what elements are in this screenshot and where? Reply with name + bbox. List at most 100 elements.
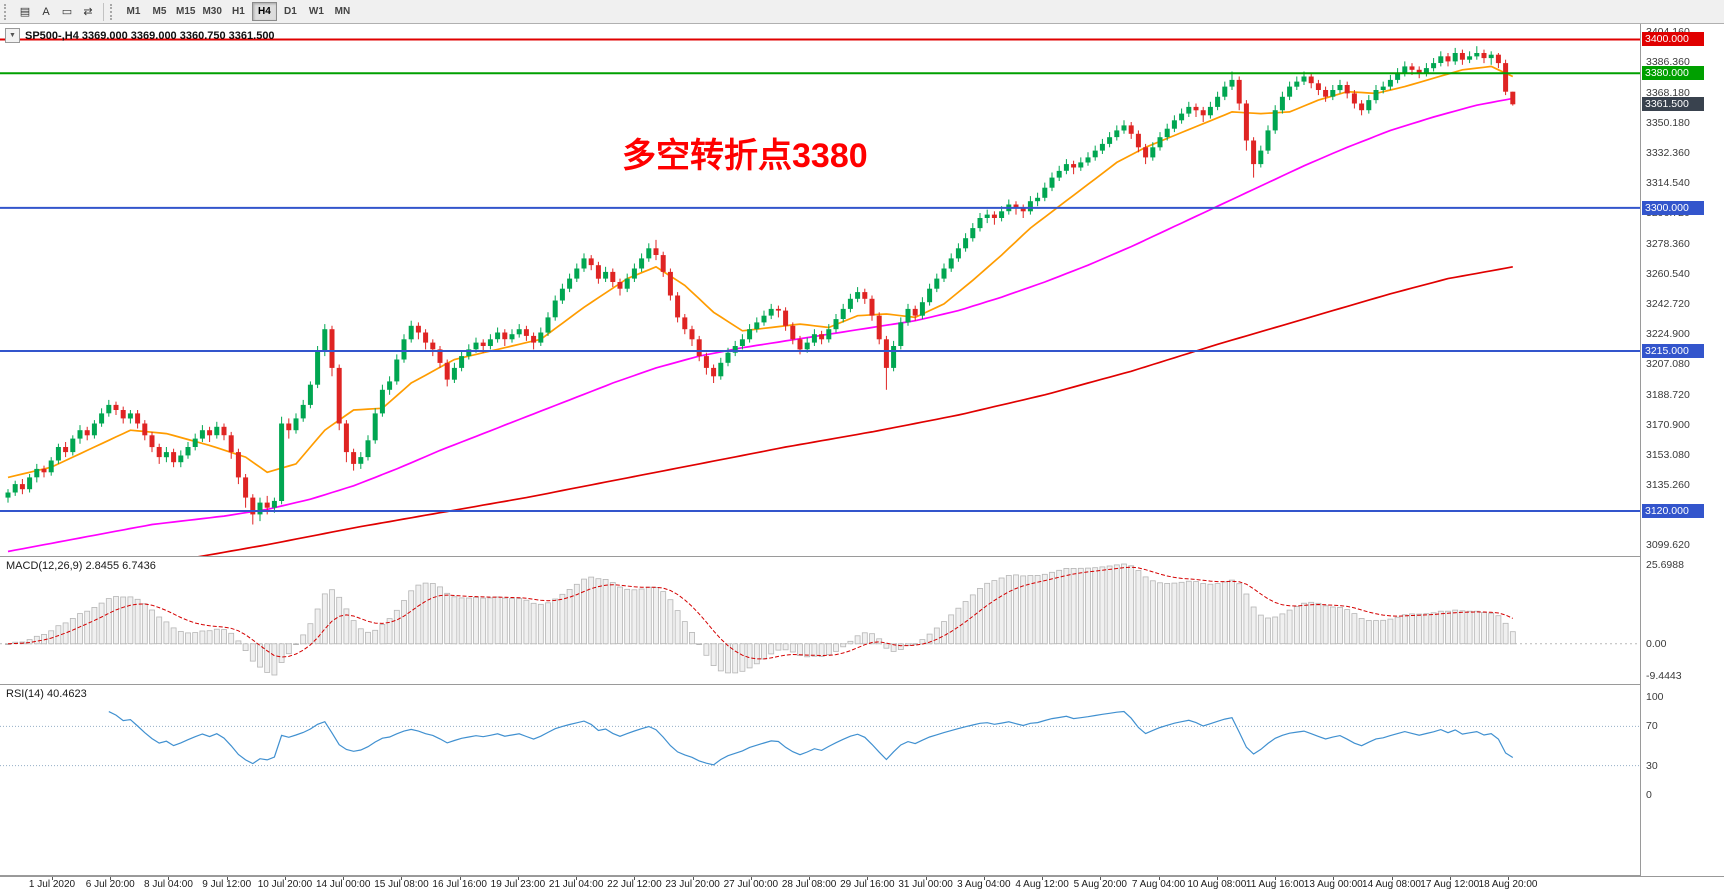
- candle-body: [135, 413, 141, 424]
- macd-histogram-bar: [415, 584, 422, 645]
- candle-body: [1258, 150, 1264, 165]
- macd-histogram-bar: [98, 602, 105, 645]
- candle-body: [286, 423, 292, 431]
- chevron-down-icon[interactable]: ▼: [5, 28, 20, 43]
- time-axis-tick: [1333, 877, 1335, 880]
- macd-histogram-bar: [1329, 606, 1336, 645]
- candle-body: [257, 502, 263, 515]
- timeframe-toolbar-drag-handle[interactable]: [110, 3, 116, 20]
- macd-histogram-bar: [401, 600, 407, 645]
- candle-body: [531, 335, 537, 343]
- rsi-panel-canvas[interactable]: [0, 685, 1724, 875]
- candle-body: [725, 352, 731, 363]
- macd-histogram-bar: [1142, 576, 1149, 645]
- candle-body: [1107, 137, 1113, 144]
- price-axis-label: 3386.360: [1646, 56, 1690, 69]
- timeframe-button-m5[interactable]: M5: [152, 6, 167, 17]
- toolbar-drag-handle[interactable]: [4, 3, 10, 20]
- candle-body: [1402, 66, 1408, 74]
- candle-body: [689, 329, 695, 340]
- text-tool-icon[interactable]: A: [42, 5, 50, 18]
- candle-body: [1085, 157, 1091, 163]
- candle-body: [120, 410, 126, 419]
- macd-histogram-bar: [523, 599, 530, 645]
- chart-annotation-text[interactable]: 多空转折点3380: [622, 137, 868, 175]
- candle-body: [192, 438, 198, 447]
- macd-histogram-bar: [192, 632, 199, 645]
- price-chart-canvas[interactable]: [0, 24, 1724, 556]
- candle-body: [1337, 85, 1343, 91]
- macd-histogram-bar: [624, 588, 631, 645]
- price-axis-label: 3350.180: [1646, 117, 1690, 130]
- price-level-badge: 3380.000: [1642, 66, 1704, 81]
- rsi-axis-label: 70: [1646, 720, 1658, 733]
- macd-histogram-bar: [933, 627, 940, 645]
- candle-body: [322, 329, 328, 352]
- macd-histogram-bar: [501, 597, 508, 645]
- panel-separator-main-macd[interactable]: [0, 556, 1724, 557]
- candle-body: [516, 329, 522, 335]
- time-axis[interactable]: 1 Jul 2020 6 Jul 20:00 8 Jul 04:00 9 Jul 12…: [0, 876, 1724, 892]
- macd-histogram-bar: [1200, 583, 1207, 645]
- price-axis-label: 3170.900: [1646, 419, 1690, 432]
- macd-histogram-bar: [379, 624, 386, 645]
- candle-body: [1445, 56, 1451, 62]
- time-axis-label: 4 Aug 12:00: [1015, 879, 1069, 890]
- macd-histogram-bar: [1308, 601, 1315, 645]
- macd-histogram-bar: [221, 629, 227, 645]
- macd-histogram-bar: [1430, 612, 1437, 645]
- candle-body: [228, 435, 234, 453]
- candle-body: [185, 447, 191, 456]
- time-axis-tick: [168, 877, 170, 880]
- candle-body: [372, 413, 378, 441]
- candle-body: [1020, 207, 1026, 212]
- macd-panel-canvas[interactable]: [0, 557, 1724, 684]
- panel-separator-macd-rsi[interactable]: [0, 684, 1724, 685]
- price-axis[interactable]: 3404.1603386.3603368.1803350.1803332.360…: [1641, 24, 1724, 876]
- macd-histogram-bar: [725, 643, 731, 674]
- candle-body: [91, 423, 97, 436]
- charts-list-icon[interactable]: ▤: [19, 6, 31, 18]
- macd-histogram-bar: [1409, 613, 1415, 645]
- candle-body: [487, 339, 493, 346]
- time-axis-tick: [343, 877, 345, 880]
- time-axis-label: 28 Jul 08:00: [781, 879, 837, 890]
- timeframe-button-d1[interactable]: D1: [284, 6, 297, 17]
- timeframe-button-h1[interactable]: H1: [232, 6, 245, 17]
- time-axis-label: 22 Jul 12:00: [607, 879, 662, 890]
- macd-histogram-bar: [365, 631, 371, 645]
- timeframe-button-mn[interactable]: MN: [334, 6, 351, 17]
- macd-histogram-bar: [465, 597, 472, 645]
- rsi-line: [108, 710, 1514, 766]
- time-axis-label: 18 Aug 20:00: [1478, 879, 1538, 890]
- shape-tool-icon[interactable]: ▭: [61, 6, 73, 18]
- timeframe-button-m1[interactable]: M1: [126, 6, 141, 17]
- macd-histogram-bar: [408, 590, 415, 645]
- panel-separator-rsi-time[interactable]: [0, 875, 1724, 876]
- candle-body: [790, 325, 796, 340]
- candle-body: [1121, 125, 1127, 131]
- timeframe-button-m15[interactable]: M15: [176, 6, 196, 17]
- candle-body: [718, 362, 724, 377]
- macd-histogram-bar: [1509, 631, 1516, 645]
- timeframe-button-w1[interactable]: W1: [308, 6, 324, 17]
- candle-body: [84, 430, 90, 436]
- macd-histogram-bar: [681, 621, 688, 645]
- candle-body: [1438, 56, 1444, 63]
- macd-histogram-bar: [782, 643, 789, 651]
- macd-histogram-bar: [163, 621, 170, 645]
- macd-histogram-bar: [761, 643, 767, 660]
- candle-body: [1243, 103, 1249, 141]
- macd-histogram-bar: [494, 596, 501, 645]
- cycle-tool-icon[interactable]: ⇄: [83, 6, 93, 18]
- candle-body: [934, 278, 940, 289]
- macd-histogram-bar: [941, 621, 947, 645]
- candle-body: [595, 265, 601, 279]
- macd-histogram-bar: [271, 643, 278, 676]
- timeframe-button-h4[interactable]: H4: [251, 2, 277, 21]
- time-axis-tick: [925, 877, 927, 880]
- macd-histogram-bar: [984, 582, 991, 645]
- time-axis-tick: [284, 877, 286, 880]
- timeframe-button-m30[interactable]: M30: [202, 6, 222, 17]
- macd-histogram-bar: [1279, 613, 1286, 645]
